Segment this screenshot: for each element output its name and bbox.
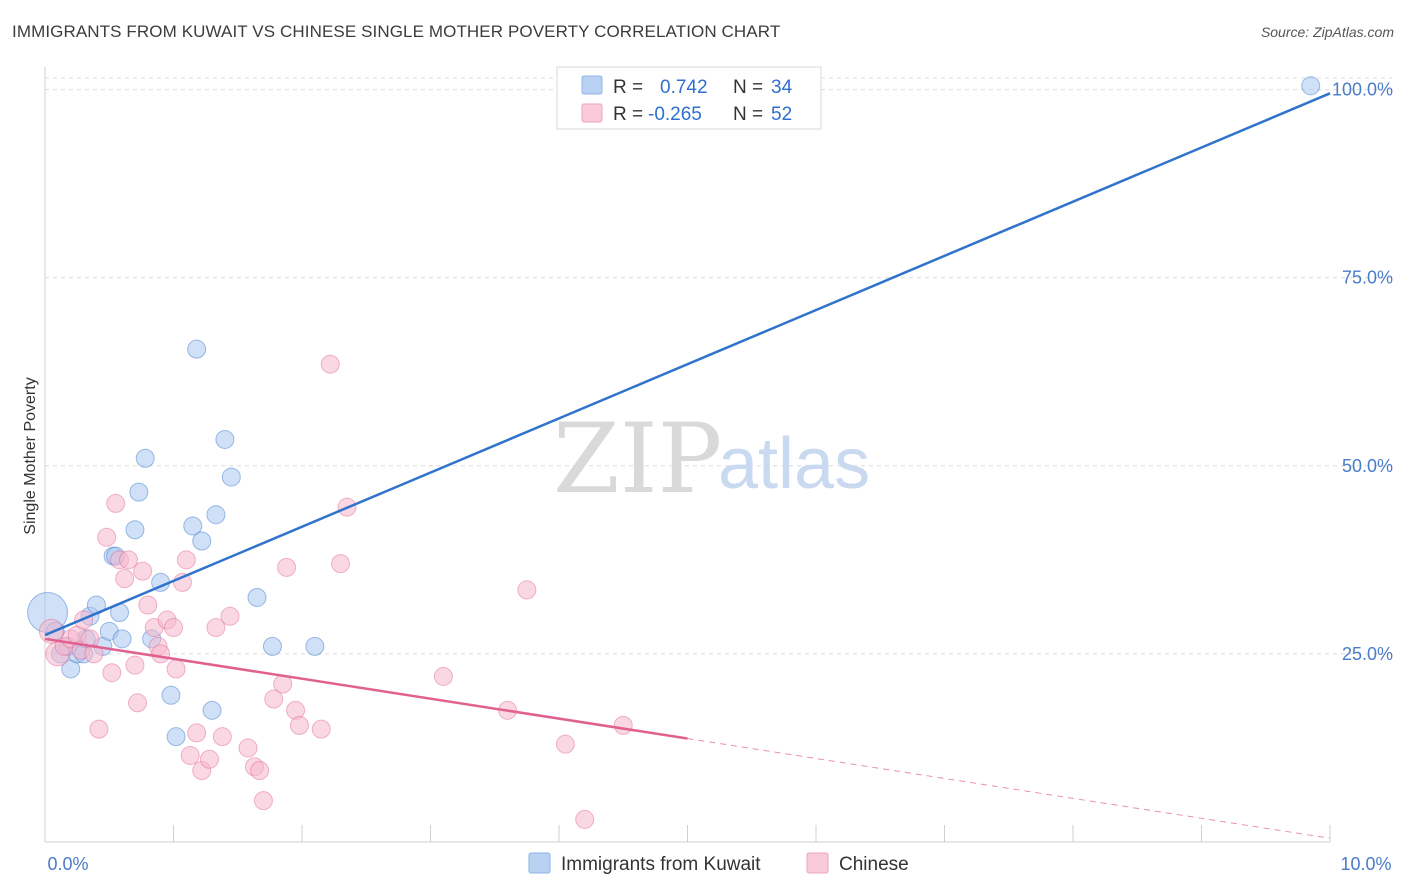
point-kuwait-23 [183, 516, 203, 536]
point-kuwait-26 [202, 700, 222, 720]
point-chinese-8 [84, 644, 104, 664]
point-kuwait-30 [247, 587, 267, 607]
point-chinese-34 [220, 606, 240, 626]
gridlines [45, 77, 1392, 655]
x-tick-label-1: 10.0% [1340, 854, 1391, 874]
point-kuwait-33 [1301, 76, 1321, 96]
point-kuwait-22 [166, 727, 186, 747]
watermark-zip: ZIP [553, 403, 722, 515]
series-legend: Immigrants from Kuwait Chinese [528, 852, 909, 875]
point-chinese-33 [212, 727, 232, 747]
point-chinese-27 [176, 550, 196, 570]
point-chinese-11 [102, 663, 122, 683]
y-tick-label-3: 100.0% [1332, 80, 1393, 100]
bottom-legend-swatch-kuwait [528, 852, 551, 874]
point-kuwait-18 [135, 448, 155, 468]
y-tick-label-2: 75.0% [1342, 268, 1393, 288]
point-kuwait-29 [221, 467, 241, 487]
point-chinese-45 [320, 354, 340, 374]
point-chinese-39 [264, 689, 284, 709]
point-chinese-16 [125, 655, 145, 675]
point-chinese-28 [180, 745, 200, 765]
watermark-atlas: atlas [718, 424, 870, 504]
point-chinese-51 [613, 715, 633, 735]
point-kuwait-25 [192, 531, 212, 551]
legend-r-value-kuwait: 0.742 [660, 77, 708, 98]
trend-lines [44, 92, 1331, 839]
point-chinese-15 [119, 550, 139, 570]
point-chinese-24 [164, 618, 183, 638]
point-chinese-12 [106, 493, 126, 513]
point-chinese-9 [89, 719, 109, 739]
bottom-legend-swatch-chinese [806, 852, 829, 874]
point-chinese-22 [151, 644, 171, 664]
y-axis-title: Single Mother Poverty [22, 377, 39, 534]
legend-n-value-kuwait: 34 [771, 77, 793, 98]
point-chinese-14 [115, 569, 135, 589]
point-kuwait-32 [305, 636, 325, 656]
data-points [27, 76, 1321, 829]
bottom-legend-label-kuwait: Immigrants from Kuwait [561, 854, 761, 875]
bottom-legend-label-chinese: Chinese [839, 854, 909, 875]
source-credit: Source: ZipAtlas.com [1260, 24, 1394, 40]
point-kuwait-17 [129, 482, 149, 502]
point-chinese-41 [277, 557, 297, 577]
point-chinese-53 [517, 580, 537, 600]
legend-r-value-chinese: -0.265 [648, 104, 702, 125]
point-chinese-31 [199, 749, 219, 769]
point-kuwait-28 [215, 429, 235, 449]
point-chinese-43 [289, 715, 309, 735]
axes [44, 67, 1331, 843]
legend-n-label-chinese: N = [733, 104, 763, 125]
trend-line-chinese [44, 637, 688, 740]
point-kuwait-31 [262, 636, 282, 656]
y-tick-labels: 25.0% 50.0% 75.0% 100.0% [1332, 80, 1393, 664]
point-chinese-17 [128, 693, 148, 713]
legend-swatch-chinese [581, 103, 603, 123]
point-chinese-32 [206, 618, 226, 638]
point-chinese-50 [555, 734, 575, 754]
legend-r-label-kuwait: R = [613, 77, 643, 98]
y-tick-label-0: 25.0% [1342, 644, 1393, 664]
point-chinese-48 [433, 666, 453, 686]
trend-line-extension-chinese [687, 738, 1331, 839]
point-chinese-52 [575, 809, 595, 829]
chart-title: IMMIGRANTS FROM KUWAIT VS CHINESE SINGLE… [12, 22, 781, 41]
point-chinese-25 [166, 659, 186, 679]
legend-swatch-kuwait [581, 75, 603, 95]
trend-line-kuwait [44, 92, 1331, 637]
point-chinese-44 [311, 719, 331, 739]
point-chinese-19 [138, 595, 158, 615]
correlation-legend: R = 0.742 N = 34 R = -0.265 N = 52 [556, 66, 822, 130]
point-kuwait-24 [187, 339, 207, 359]
legend-n-value-chinese: 52 [771, 104, 792, 125]
x-tick-label-0: 0.0% [47, 854, 88, 874]
legend-n-label-kuwait: N = [733, 77, 763, 98]
point-chinese-18 [133, 561, 153, 581]
point-chinese-10 [97, 527, 117, 547]
point-chinese-35 [238, 738, 258, 758]
x-tick-labels: 0.0% 10.0% [47, 854, 1391, 874]
watermark: ZIP atlas [553, 403, 870, 515]
point-kuwait-15 [112, 629, 132, 649]
point-chinese-38 [253, 791, 273, 811]
point-chinese-46 [331, 554, 351, 574]
point-chinese-29 [187, 723, 207, 743]
point-kuwait-21 [161, 685, 181, 705]
y-tick-label-1: 50.0% [1342, 456, 1393, 476]
legend-r-label-chinese: R = [613, 104, 643, 125]
point-kuwait-16 [125, 520, 145, 540]
point-chinese-37 [250, 761, 270, 781]
point-kuwait-27 [206, 505, 226, 525]
